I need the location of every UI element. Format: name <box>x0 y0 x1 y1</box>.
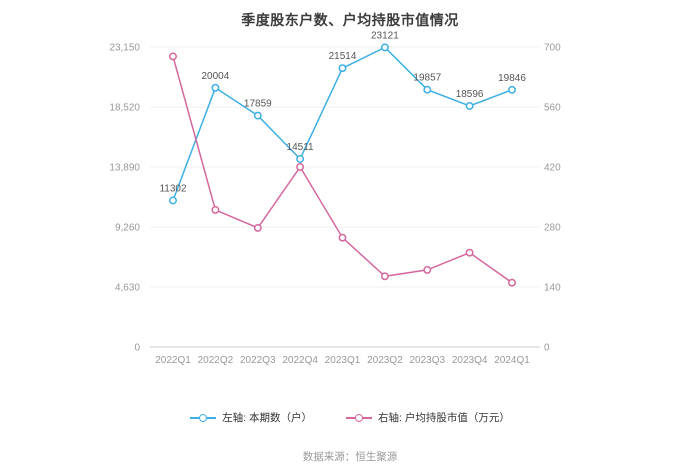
x-axis-tick: 2023Q1 <box>325 355 361 366</box>
data-label: 19846 <box>498 73 526 84</box>
series-0-left-axis: 11302 20004 17859 14511 21514 23121 19857 18596… <box>159 30 526 205</box>
data-point-marker <box>508 85 516 94</box>
data-point-marker <box>465 102 474 110</box>
left-axis-tick: 23,150 <box>109 43 140 54</box>
data-label: 21514 <box>329 51 357 62</box>
left-axis-tick: 18,520 <box>109 103 140 114</box>
data-point-marker <box>211 83 220 92</box>
left-axis-tick: 0 <box>134 343 140 354</box>
data-point-marker <box>380 43 389 52</box>
data-point-marker <box>211 205 220 214</box>
right-axis-tick: 560 <box>544 103 561 114</box>
grid-lines <box>150 46 540 348</box>
data-label: 11302 <box>159 184 187 195</box>
data-point-marker <box>169 52 177 61</box>
legend-line-marker-icon <box>190 413 217 422</box>
left-axis-tick: 9,260 <box>115 223 140 234</box>
legend-label: 右轴: 户均持股市值（万元） <box>378 412 510 424</box>
data-source: 数据来源：恒生聚源 <box>302 451 398 463</box>
left-axis-tick: 13,890 <box>109 163 140 174</box>
left-axis-tick: 4,630 <box>115 283 140 294</box>
x-axis-tick: 2022Q1 <box>155 355 191 366</box>
right-axis-tick: 420 <box>544 163 561 174</box>
right-axis-tick: 280 <box>544 223 561 234</box>
data-label: 14511 <box>287 142 315 153</box>
data-label: 18596 <box>456 89 484 100</box>
legend-item-shareholder-count[interactable]: 左轴: 本期数（户） <box>190 410 312 425</box>
data-point-marker <box>338 233 347 242</box>
right-axis-tick: 0 <box>544 343 550 354</box>
right-axis-tick: 140 <box>544 283 561 294</box>
x-axis-labels: 2022Q1 2022Q2 2022Q3 2022Q4 2023Q1 2023Q2 2023… <box>155 355 530 366</box>
legend: 左轴: 本期数（户） 右轴: 户均持股市值（万元） <box>0 410 700 425</box>
legend-dot-icon <box>199 413 208 422</box>
x-axis-tick: 2022Q4 <box>282 355 318 366</box>
line-chart: 23,150 18,520 13,890 9,260 4,630 0 700 560 420 28… <box>109 30 561 366</box>
data-point-marker <box>338 64 347 73</box>
data-point-marker <box>380 272 389 281</box>
data-point-marker <box>423 265 432 274</box>
data-label: 19857 <box>413 73 441 84</box>
data-point-marker <box>253 223 262 232</box>
x-axis-tick: 2023Q4 <box>452 355 488 366</box>
legend-item-market-value[interactable]: 右轴: 户均持股市值（万元） <box>346 410 510 425</box>
data-point-marker <box>508 278 516 287</box>
data-point-marker <box>296 155 305 163</box>
x-axis-tick: 2023Q2 <box>367 355 403 366</box>
x-axis-tick: 2022Q3 <box>240 355 276 366</box>
left-axis-labels: 23,150 18,520 13,890 9,260 4,630 0 <box>109 43 140 354</box>
x-axis-tick: 2023Q3 <box>409 355 445 366</box>
legend-line-marker-icon <box>346 413 372 422</box>
x-axis-tick: 2024Q1 <box>494 355 530 366</box>
x-axis-tick: 2022Q2 <box>198 355 234 366</box>
right-axis-tick: 700 <box>544 43 561 54</box>
chart-title: 季度股东户数、户均持股市值情况 <box>241 12 459 28</box>
data-point-marker <box>465 248 474 257</box>
right-axis-labels: 700 560 420 280 140 0 <box>544 43 561 354</box>
legend-label: 左轴: 本期数（户） <box>222 412 312 424</box>
data-point-marker <box>296 163 305 171</box>
data-point-marker <box>253 111 262 120</box>
data-label: 23121 <box>371 30 399 41</box>
legend-dot-icon <box>355 413 363 422</box>
data-label: 17859 <box>244 99 272 110</box>
data-point-marker <box>169 196 177 205</box>
data-label: 20004 <box>201 71 229 82</box>
data-point-marker <box>423 85 432 94</box>
series-1-right-axis <box>169 52 516 287</box>
